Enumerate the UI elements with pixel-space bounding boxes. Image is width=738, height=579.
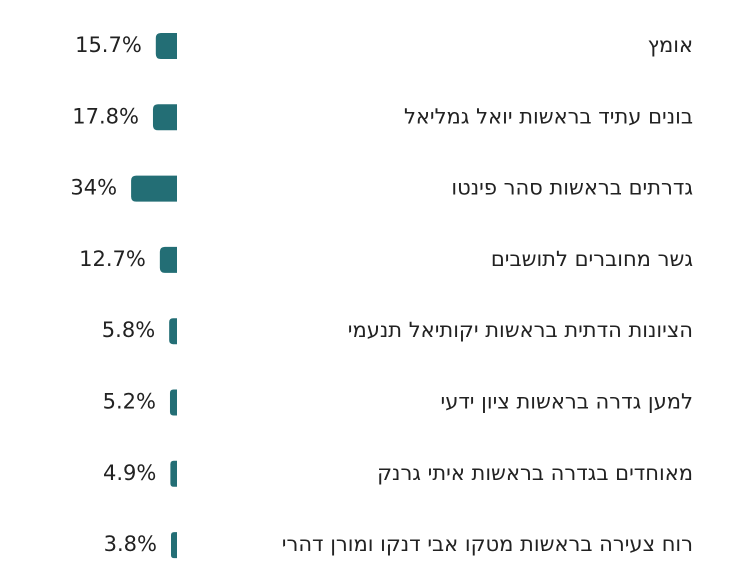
bar-row: 17.8% בונים עתיד בראשות יואל גמליאל <box>72 104 693 131</box>
bar-value-label: 5.2% <box>103 390 156 414</box>
bar <box>171 532 177 559</box>
bar <box>170 460 177 487</box>
category-label: מאוחדים בגדרה בראשות איתי גרנק <box>377 461 693 485</box>
bar-row: 3.8% רוח צעירה בראשות מטקו אבי דנקו ומורן… <box>104 532 693 559</box>
bar-value-label: 5.8% <box>102 318 155 342</box>
bar-value-label: 34% <box>70 176 117 200</box>
bar-value-label: 12.7% <box>79 247 146 271</box>
bar <box>152 104 177 131</box>
bar-row: 34% גדרתים בראשות סהר פינטו <box>70 175 693 202</box>
bar <box>131 175 177 202</box>
bar-value-label: 3.8% <box>104 532 157 556</box>
bar <box>169 389 177 416</box>
bar-value-label: 15.7% <box>75 33 142 57</box>
bar <box>159 246 177 273</box>
bar-row: 5.8% הציונות הדתית בראשות יקותיאל תנעמי <box>102 318 693 345</box>
category-label: בונים עתיד בראשות יואל גמליאל <box>404 104 693 128</box>
category-label: אומץ <box>648 33 693 57</box>
bar-value-label: 4.9% <box>103 461 156 485</box>
category-label: גשר מחוברים לתושבים <box>491 247 694 271</box>
category-label: גדרתים בראשות סהר פינטו <box>451 176 693 200</box>
category-label: רוח צעירה בראשות מטקו אבי דנקו ומורן דהר… <box>282 532 693 556</box>
bar-row: 4.9% מאוחדים בגדרה בראשות איתי גרנק <box>103 460 693 487</box>
category-label: למען גדרה בראשות ציון ידעי <box>441 390 694 414</box>
bar <box>155 33 177 59</box>
bar-row: 5.2% למען גדרה בראשות ציון ידעי <box>103 389 694 416</box>
category-label: הציונות הדתית בראשות יקותיאל תנעמי <box>348 318 693 342</box>
bar-row: 12.7% גשר מחוברים לתושבים <box>79 246 694 273</box>
bar <box>169 318 177 345</box>
bar-value-label: 17.8% <box>72 104 139 128</box>
bar-row: 15.7% אומץ <box>75 33 693 59</box>
